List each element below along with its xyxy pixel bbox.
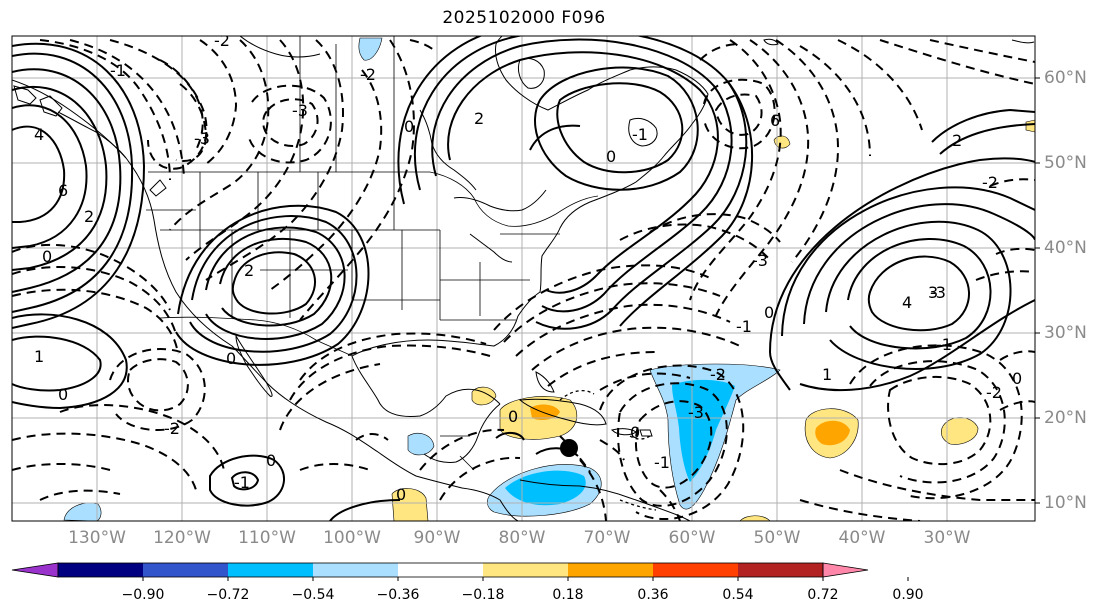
contour-label: 0 (58, 385, 68, 404)
colorbar-tick-label: −0.90 (121, 587, 165, 603)
graticule (12, 36, 1035, 521)
negative-anomaly-core (505, 470, 586, 506)
lon-label: 50°W (753, 528, 801, 548)
contour-label: 0 (630, 423, 640, 442)
contour-label: -3 (688, 403, 704, 422)
zero-contours (559, 389, 657, 511)
contour-label: 2 (474, 109, 484, 128)
contour-label: 4 (34, 125, 44, 144)
lon-label: 30°W (923, 528, 971, 548)
contour-label: 2 (84, 207, 94, 226)
lon-label: 90°W (413, 528, 461, 548)
map-frame (11, 35, 1036, 522)
lon-label: 130°W (68, 528, 126, 548)
storm-center-marker (560, 439, 578, 457)
lat-label: 30°N (1044, 323, 1087, 343)
negative-anomaly-shade (358, 37, 383, 61)
contour-label: -2 (214, 31, 230, 50)
contour-label: 0 (606, 147, 616, 166)
contour-label: -1 (632, 125, 648, 144)
contour-label: 0 (266, 451, 276, 470)
lon-label: 110°W (238, 528, 296, 548)
contour-label: 1 (822, 365, 832, 384)
lat-label: 40°N (1044, 238, 1087, 258)
contour-label: 6 (770, 111, 780, 130)
contour-label: 3 (928, 283, 938, 302)
negative-anomaly-shade (407, 433, 435, 456)
positive-anomaly-shade (1025, 119, 1035, 133)
colorbar-tick-label: −0.54 (291, 587, 335, 603)
colorbar-tick-label: 0.72 (807, 587, 839, 603)
contour-label: -3 (292, 101, 308, 120)
contour-label: -2 (710, 365, 726, 384)
lon-label: 100°W (323, 528, 381, 548)
contour-label: -2 (360, 65, 376, 84)
contour-label: 6 (58, 181, 68, 200)
contour-label: -1 (234, 473, 250, 492)
contour-label: 0 (764, 303, 774, 322)
contour-label: 1 (34, 347, 44, 366)
colorbar-tick-label: −0.72 (206, 587, 250, 603)
lon-label: 120°W (153, 528, 211, 548)
axis-ticks (1035, 77, 1040, 504)
lon-label: 40°W (838, 528, 886, 548)
colorbar-tick-label: 0.54 (722, 587, 754, 603)
contour-label: -3 (752, 251, 768, 270)
colorbar-tick-label: 0.36 (637, 587, 669, 603)
contour-label: -1 (736, 317, 752, 336)
contour-label: 0 (1012, 369, 1022, 388)
lon-label: 60°W (668, 528, 716, 548)
political-borders (146, 36, 599, 471)
contour-label: 2 (952, 131, 962, 150)
contour-label: -3 (194, 129, 210, 148)
map-title: 2025102000 F096 (442, 8, 606, 28)
contour-label: 2 (244, 261, 254, 280)
contour-label: -2 (164, 419, 180, 438)
contour-label: -1 (936, 335, 952, 354)
lon-label: 80°W (498, 528, 546, 548)
contour-label: -2 (986, 383, 1002, 402)
lon-label: 70°W (583, 528, 631, 548)
colorbar-tick-label: 0.18 (552, 587, 584, 603)
negative-anomaly-core (672, 379, 735, 482)
contour-label: 4 (902, 293, 912, 312)
lat-label: 60°N (1044, 68, 1087, 88)
contour-label: -2 (982, 173, 998, 192)
negative-anomaly-shade (63, 502, 102, 521)
lat-label: 50°N (1044, 153, 1087, 173)
contour-label: 0 (508, 407, 518, 426)
positive-anomaly-core (815, 420, 850, 446)
contour-label: -3 (930, 283, 946, 302)
dashed-contours (12, 39, 1035, 521)
positive-anomaly-shade (391, 488, 429, 521)
contour-label: 0 (396, 485, 406, 504)
colorbar-tick-label: 0.90 (892, 587, 924, 603)
colorbar-tick-label: −0.18 (461, 587, 505, 603)
contour-label: 0 (42, 247, 52, 266)
colorbar-tick-label: −0.36 (376, 587, 420, 603)
contour-labels: 4 6 2 0 -1 -3 -2 -3 -2 0 2 0 -1 6 2 -2 -… (34, 31, 1022, 504)
positive-anomaly-shade (471, 386, 497, 406)
contour-label: -1 (110, 61, 126, 80)
lat-label: 20°N (1044, 408, 1087, 428)
contour-label: 0 (404, 117, 414, 136)
lat-label: 10°N (1044, 493, 1087, 513)
contour-label: 0 (226, 349, 236, 368)
contour-label: -1 (654, 453, 670, 472)
